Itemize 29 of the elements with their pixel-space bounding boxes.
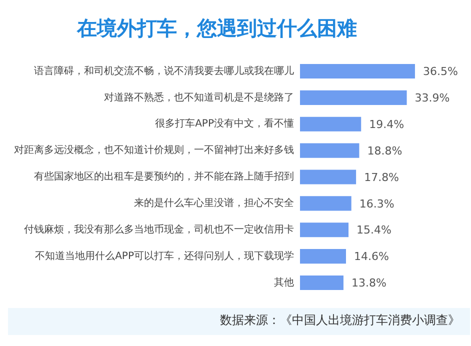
y-tick-label: 语言障碍，和司机交流不畅，说不清我要去哪儿或我在哪儿 [34, 64, 294, 77]
bar [300, 143, 360, 158]
chart-title: 在境外打车，您遇到过什么困难 [76, 16, 357, 40]
y-tick-label: 对距离多远没概念，也不知道计价规则，一不留神打出来好多钱 [14, 144, 294, 156]
data-label: 18.8% [367, 144, 402, 158]
y-tick-label: 有些国家地区的出租车是要预约的，并不能在路上随手招到 [34, 170, 294, 183]
y-tick-label: 很多打车APP没有中文，看不懂 [155, 118, 294, 130]
data-label: 15.4% [356, 224, 392, 237]
data-label: 19.4% [369, 118, 404, 131]
data-label: 16.3% [359, 197, 394, 210]
y-tick-label: 不知道当地用什么APP可以打车，还得问别人，现下载现学 [35, 250, 294, 262]
data-label: 17.8% [364, 170, 400, 184]
bar [300, 196, 352, 211]
data-label: 14.6% [354, 250, 389, 264]
bar [300, 64, 415, 78]
bar [300, 249, 346, 264]
y-tick-label: 来的是什么车心里没谱，担心不安全 [134, 197, 294, 210]
bar [300, 276, 344, 290]
bar [300, 90, 407, 105]
data-label: 13.8% [351, 276, 386, 290]
y-tick-label: 付钱麻烦，我没有那么多当地币现金，司机也不一定收信用卡 [24, 223, 294, 236]
y-tick-label: 其他 [274, 276, 294, 288]
bar [300, 116, 362, 132]
bar [300, 222, 349, 238]
y-tick-label: 对道路不熟悉，也不知道司机是不是绕路了 [104, 91, 294, 104]
data-label: 33.9% [414, 92, 450, 105]
source-note: 数据来源：《中国人出境游打车消费小调查》 [219, 312, 461, 329]
data-label: 36.5% [422, 65, 458, 78]
bar [300, 170, 356, 184]
